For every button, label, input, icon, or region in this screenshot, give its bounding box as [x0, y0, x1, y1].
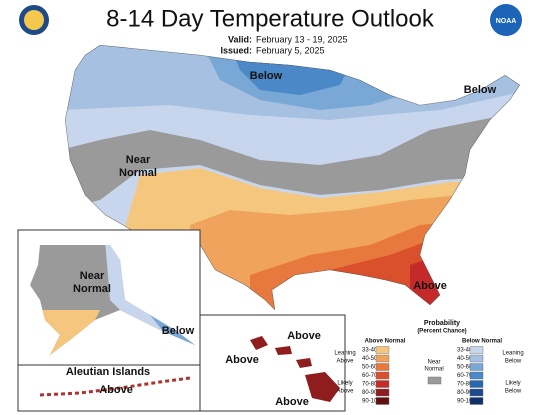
region-label: Above — [225, 354, 259, 366]
legend-group: Leaning — [502, 351, 523, 357]
legend-range: 80-90% — [362, 390, 383, 396]
region-label: Near — [80, 270, 105, 282]
band — [65, 110, 520, 210]
issued-label: Issued: — [220, 45, 252, 55]
region-label: Above — [99, 384, 133, 396]
legend-group: Near — [427, 360, 440, 366]
noaa-logo — [490, 4, 522, 36]
legend-range: 90-100% — [457, 399, 482, 405]
legend-swatch — [375, 397, 390, 405]
legend-swatch — [375, 363, 390, 371]
region-label: Above — [413, 280, 447, 292]
legend-swatch — [469, 388, 484, 397]
legend-range: 90-100% — [362, 399, 387, 405]
legend-title: Probability — [424, 320, 460, 327]
island — [296, 358, 312, 368]
legend-range: 40-50% — [362, 356, 383, 362]
legend-range: 70-80% — [362, 382, 383, 388]
legend-range: 50-60% — [457, 365, 478, 371]
legend-swatch — [469, 354, 484, 363]
legend-range: 40-50% — [457, 356, 478, 362]
region-label: Near — [126, 154, 151, 166]
region-label: Above — [287, 330, 321, 342]
legend-range: 60-70% — [457, 373, 478, 379]
legend-range: 70-80% — [457, 382, 478, 388]
legend: Probability (Percent Chance) Above Norma… — [334, 320, 524, 405]
valid: February 13 - 19, 2025 — [256, 34, 348, 44]
legend-swatch — [427, 376, 442, 385]
legend-swatch — [375, 388, 390, 397]
doc-seal-inner — [24, 10, 44, 30]
legend-header: Above Normal — [365, 339, 406, 345]
legend-swatch — [375, 354, 390, 363]
legend-range: 60-70% — [362, 373, 383, 379]
legend-swatch — [469, 346, 484, 354]
island — [275, 346, 292, 355]
legend-swatch — [375, 371, 390, 380]
region-label: Below — [464, 84, 497, 96]
legend-group: Likely — [337, 381, 352, 387]
island — [250, 336, 268, 350]
legend-range: 80-90% — [457, 390, 478, 396]
legend-header: Below Normal — [462, 339, 502, 345]
legend-swatch — [375, 346, 390, 354]
region-label: Normal — [119, 167, 157, 179]
island — [305, 372, 340, 402]
region-label: Below — [162, 325, 195, 337]
valid-label: Valid: — [228, 34, 252, 44]
inset-title: Aleutian Islands — [66, 366, 150, 378]
legend-group: Below — [505, 359, 522, 365]
logo-text: NOAA — [496, 18, 517, 25]
legend-range: 50-60% — [362, 365, 383, 371]
legend-range: 33-40% — [457, 348, 478, 354]
legend-subtitle: (Percent Chance) — [417, 329, 466, 335]
legend-group: Above — [336, 359, 354, 365]
issued: February 5, 2025 — [256, 45, 325, 55]
legend-range: 33-40% — [362, 348, 383, 354]
title: 8-14 Day Temperature Outlook — [106, 5, 435, 32]
legend-swatch — [469, 380, 484, 388]
legend-group: Below — [505, 389, 522, 395]
aleutian-islands — [39, 376, 191, 397]
legend-group: Above — [336, 389, 354, 395]
legend-swatch — [469, 363, 484, 371]
legend-swatch — [469, 397, 484, 405]
region-label: Normal — [73, 283, 111, 295]
legend-group: Normal — [424, 367, 443, 373]
legend-swatch — [375, 380, 390, 388]
legend-swatch — [469, 371, 484, 380]
legend-group: Leaning — [334, 351, 355, 357]
region-label: Above — [275, 396, 309, 408]
hawaii-inset — [199, 314, 346, 412]
legend-group: Likely — [505, 381, 520, 387]
region-label: Below — [250, 70, 283, 82]
